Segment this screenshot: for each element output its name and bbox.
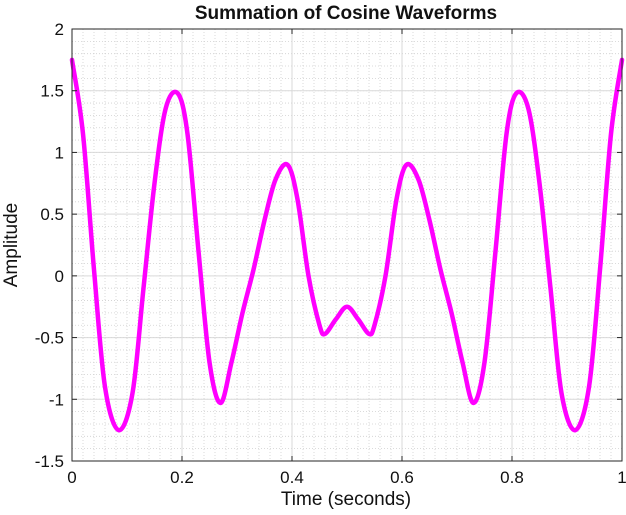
x-tick-label: 1 (617, 468, 626, 487)
y-tick-label: 0 (55, 267, 64, 286)
x-tick-label: 0.6 (390, 468, 414, 487)
x-tick-label: 0.4 (280, 468, 304, 487)
x-tick-label: 0.2 (170, 468, 194, 487)
y-axis-label: Amplitude (1, 203, 22, 288)
chart-title: Summation of Cosine Waveforms (195, 3, 497, 24)
y-tick-label: -0.5 (35, 329, 64, 348)
y-tick-label: 1 (55, 143, 64, 162)
x-axis-label: Time (seconds) (281, 489, 411, 510)
x-tick-label: 0 (67, 468, 76, 487)
y-tick-label: 1.5 (40, 82, 64, 101)
y-tick-label: 2 (55, 20, 64, 39)
y-tick-label: -1 (49, 390, 64, 409)
y-tick-label: -1.5 (35, 452, 64, 471)
x-tick-label: 0.8 (500, 468, 524, 487)
y-tick-label: 0.5 (40, 205, 64, 224)
plot-area (72, 29, 622, 461)
